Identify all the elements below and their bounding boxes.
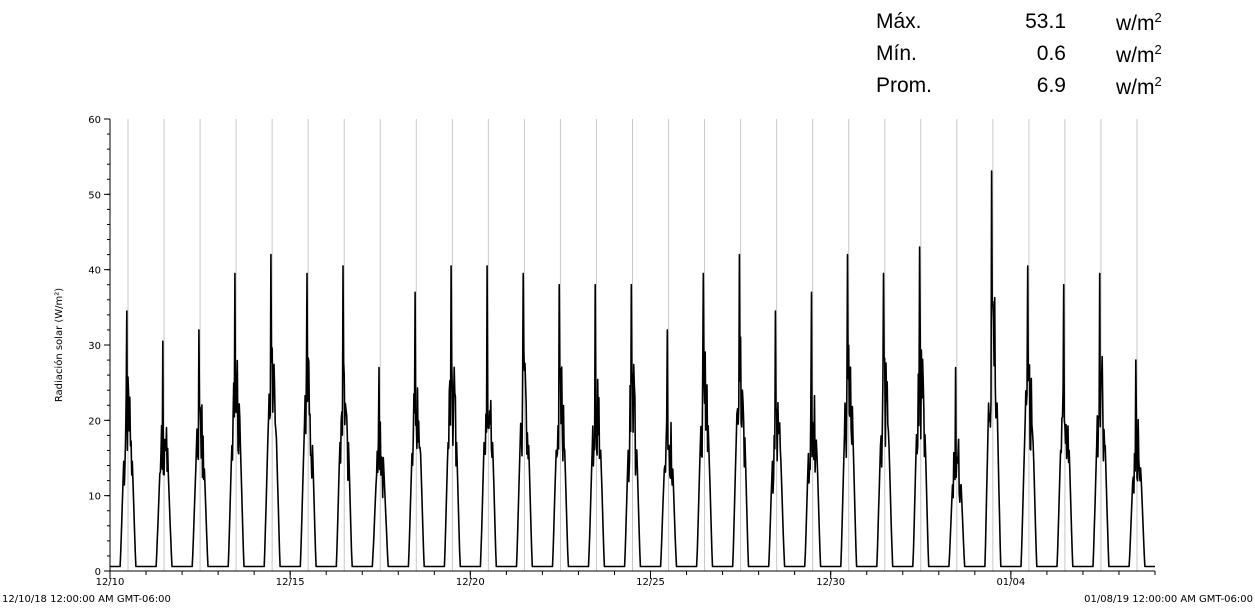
x-tick-label: 01/04 [996,577,1025,588]
x-tick-label: 12/10 [96,577,125,588]
stat-label: Máx. [876,10,922,33]
y-tick-label: 30 [88,341,101,352]
stat-row-avg: Prom. 6.9 w/m2 [876,68,1206,100]
y-tick-label: 60 [88,115,101,126]
x-tick-label: 12/25 [636,577,665,588]
stat-unit: w/m2 [1116,74,1162,99]
y-axis-label: Radiación solar (W/m²) [53,288,65,402]
y-tick-label: 40 [88,266,101,277]
stat-label: Mín. [876,42,917,65]
range-end-label: 01/08/19 12:00:00 AM GMT-06:00 [1084,594,1253,605]
stat-row-max: Máx. 53.1 w/m2 [876,4,1206,36]
x-tick-label: 12/30 [816,577,845,588]
stat-value: 0.6 [1036,42,1066,65]
stat-unit: w/m2 [1116,10,1162,35]
y-tick-label: 10 [88,492,101,503]
stats-panel: Máx. 53.1 w/m2 Mín. 0.6 w/m2 Prom. 6.9 w… [876,4,1206,100]
range-start-label: 12/10/18 12:00:00 AM GMT-06:00 [2,594,171,605]
series-line [110,170,1155,568]
stat-unit: w/m2 [1116,42,1162,67]
y-tick-label: 0 [95,567,101,578]
stat-value: 6.9 [1036,74,1066,97]
stat-row-min: Mín. 0.6 w/m2 [876,36,1206,68]
y-tick-label: 50 [88,190,101,201]
stat-label: Prom. [876,74,933,97]
x-tick-label: 12/20 [456,577,485,588]
x-tick-label: 12/15 [276,577,305,588]
y-tick-label: 20 [88,416,101,427]
stat-value: 53.1 [1025,10,1066,33]
